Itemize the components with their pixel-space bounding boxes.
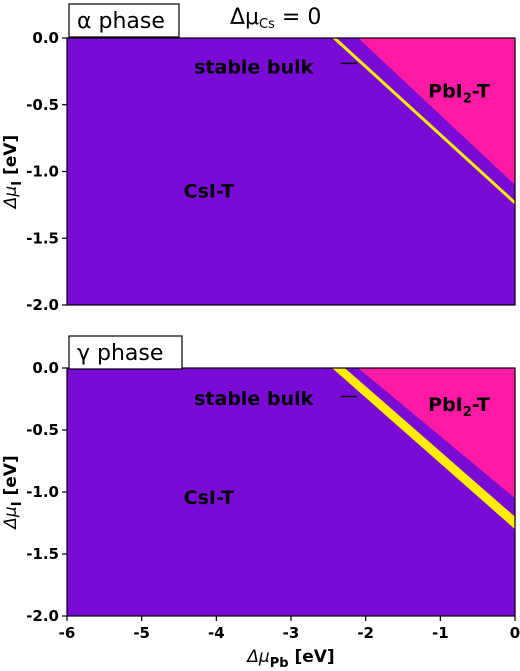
- x-tick-label: -6: [59, 624, 76, 642]
- region-stable-bulk: [332, 368, 515, 530]
- label-stable-bulk: stable bulk: [194, 56, 313, 78]
- phase-label-box: [68, 335, 183, 370]
- region-pbi2-t: [358, 38, 515, 185]
- phase-label: γ phase: [77, 341, 163, 366]
- y-axis-label: ΔμI [eV]: [1, 135, 25, 210]
- x-tick-label: -3: [283, 624, 300, 642]
- x-tick-label: -2: [357, 624, 374, 642]
- region-pbi2-t: [358, 368, 515, 499]
- y-tick-label: -0.5: [26, 96, 59, 114]
- label-csi-t: CsI-T: [184, 181, 234, 203]
- y-tick-label: 0.0: [32, 29, 59, 47]
- plot-area: [67, 38, 515, 305]
- plot-area: [67, 368, 515, 616]
- region-stable-bulk: [332, 38, 515, 205]
- label-pbi2-t: PbI2-T: [428, 394, 490, 420]
- label-pbi2-t: PbI2-T: [428, 80, 490, 106]
- x-tick-label: 0: [510, 624, 520, 642]
- x-tick-label: -1: [432, 624, 449, 642]
- y-tick-label: -1.0: [26, 163, 59, 181]
- figure-title: ΔμCs = 0: [230, 5, 321, 32]
- x-tick-label: -4: [208, 624, 225, 642]
- y-tick-label: 0.0: [32, 359, 59, 377]
- y-tick-label: -2.0: [26, 607, 59, 625]
- panel-alpha: 0.0 -0.5 -1.0 -1.5 -2.0 ΔμI [eV] CsI-T PbI2-T st…: [1, 3, 516, 314]
- phase-label-box: [68, 3, 180, 38]
- phase-label: α phase: [77, 9, 165, 34]
- y-axis-label: ΔμI [eV]: [1, 455, 25, 530]
- y-tick-label: -0.5: [26, 421, 59, 439]
- label-stable-bulk: stable bulk: [194, 388, 313, 410]
- y-tick-label: -1.5: [26, 229, 59, 247]
- label-csi-t: CsI-T: [184, 487, 234, 509]
- panel-gamma: 0.0 -0.5 -1.0 -1.5 -2.0-6 -5 -4 -3 -2 -1 0 ΔμI [eV]…: [1, 335, 520, 671]
- y-tick-label: -1.0: [26, 483, 59, 501]
- y-tick-label: -1.5: [26, 545, 59, 563]
- y-tick-label: -2.0: [26, 296, 59, 314]
- x-axis-label: ΔμPb [eV]: [245, 647, 334, 671]
- x-tick-label: -5: [133, 624, 150, 642]
